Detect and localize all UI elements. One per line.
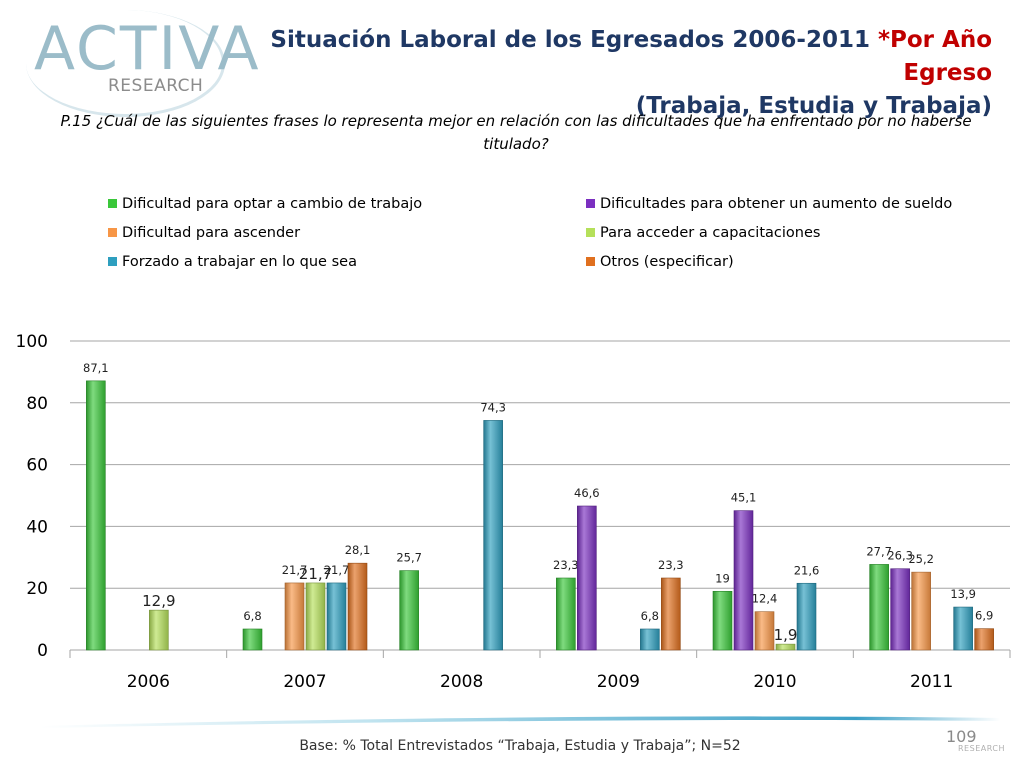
bar-2007-series-3	[305, 582, 326, 651]
bar-2009-series-4	[640, 628, 660, 651]
data-label: 27,7	[866, 544, 892, 558]
x-category-label: 2010	[753, 672, 796, 692]
footer-base-text: Base: % Total Entrevistados “Trabaja, Es…	[299, 738, 741, 754]
legend-item-4: Forzado a trabajar en lo que sea	[108, 254, 357, 270]
legend-swatch	[108, 199, 117, 208]
title-line2: (Trabaja, Estudia y Trabaja)	[635, 93, 992, 119]
slide-title: Situación Laboral de los Egresados 2006-…	[232, 24, 992, 123]
logo-sub-text: RESEARCH	[108, 76, 204, 96]
legend-item-5: Otros (especificar)	[586, 254, 734, 270]
bar-2009-series-5	[661, 577, 681, 651]
data-label: 46,6	[574, 486, 600, 500]
legend-item-0: Dificultad para optar a cambio de trabaj…	[108, 196, 422, 212]
y-tick-label: 0	[37, 641, 48, 661]
data-label: 6,9	[975, 609, 993, 623]
bar-2009-series-1	[577, 505, 597, 651]
bar-2011-series-2	[911, 571, 931, 651]
bar-2007-series-5	[347, 562, 368, 651]
title-accent: *Por Año Egreso	[877, 27, 992, 86]
data-label: 12,9	[142, 592, 175, 610]
x-category-label: 2009	[597, 672, 640, 692]
x-category-label: 2008	[440, 672, 483, 692]
x-category-label: 2007	[283, 672, 326, 692]
y-tick-label: 60	[26, 456, 48, 476]
data-label: 21,7	[282, 563, 308, 577]
bar-2011-series-1	[890, 568, 910, 651]
footer-swoosh	[40, 716, 1000, 728]
data-label: 12,4	[752, 592, 778, 606]
legend-item-2: Dificultad para ascender	[108, 225, 300, 241]
y-tick-label: 20	[26, 579, 48, 599]
bar-2011-series-0	[869, 564, 889, 651]
legend-label: Dificultades para obtener un aumento de …	[600, 196, 953, 212]
bar-2010-series-4	[796, 582, 817, 651]
data-label: 6,8	[641, 609, 659, 623]
data-label: 74,3	[480, 400, 506, 414]
data-label: 19	[715, 571, 730, 585]
y-tick-label: 80	[26, 394, 48, 414]
legend-label: Forzado a trabajar en lo que sea	[122, 254, 357, 270]
legend-swatch	[586, 199, 595, 208]
chart-legend: Dificultad para optar a cambio de trabaj…	[108, 196, 1008, 280]
data-label: 21,7	[324, 563, 350, 577]
x-category-label: 2011	[910, 672, 953, 692]
legend-item-3: Para acceder a capacitaciones	[586, 225, 820, 241]
footer-logo-text: RESEARCH	[958, 744, 1005, 753]
bar-2010-series-3	[775, 643, 796, 651]
y-tick-label: 100	[16, 332, 48, 352]
bar-2007-series-2	[284, 582, 305, 651]
data-label: 87,1	[83, 361, 109, 375]
bar-2010-series-2	[754, 611, 775, 651]
data-label: 25,2	[908, 552, 934, 566]
page-number: 109	[946, 727, 977, 746]
bar-2008-series-0	[399, 570, 419, 651]
logo-brand-text: ACTIVA	[34, 14, 261, 84]
legend-label: Para acceder a capacitaciones	[600, 225, 821, 241]
legend-swatch	[108, 228, 117, 237]
legend-swatch	[108, 257, 117, 266]
data-label: 21,6	[794, 563, 820, 577]
data-label: 13,9	[950, 587, 976, 601]
bar-2009-series-0	[556, 577, 576, 651]
bar-2010-series-1	[733, 510, 754, 651]
y-tick-label: 40	[26, 517, 48, 537]
bar-2007-series-0	[242, 628, 263, 651]
data-label: 45,1	[731, 491, 757, 505]
data-label: 25,7	[396, 551, 422, 565]
data-label: 23,3	[658, 558, 684, 572]
bar-2007-series-4	[326, 582, 347, 651]
x-category-label: 2006	[127, 672, 170, 692]
legend-swatch	[586, 257, 595, 266]
data-label: 26,3	[887, 549, 913, 563]
bar-2008-series-4	[483, 420, 503, 651]
legend-label: Otros (especificar)	[600, 254, 734, 270]
legend-swatch	[586, 228, 595, 237]
data-label: 28,1	[345, 543, 371, 557]
legend-label: Dificultad para ascender	[122, 225, 301, 241]
data-label: 21,7	[299, 565, 332, 583]
activa-research-logo: ACTIVA RESEARCH	[26, 10, 258, 118]
survey-question: P.15 ¿Cuál de las siguientes frases lo r…	[60, 112, 972, 153]
data-label: 6,8	[243, 609, 261, 623]
bar-2006-series-3	[149, 609, 169, 651]
legend-item-1: Dificultades para obtener un aumento de …	[586, 196, 952, 212]
legend-label: Dificultad para optar a cambio de trabaj…	[122, 196, 423, 212]
bar-2006-series-0	[86, 380, 106, 651]
bar-2010-series-0	[712, 590, 733, 651]
bar-2011-series-5	[974, 628, 994, 651]
data-label: 1,9	[774, 626, 798, 644]
bar-2011-series-4	[953, 606, 973, 651]
data-label: 23,3	[553, 558, 579, 572]
logo-arc	[26, 10, 225, 117]
title-main: Situación Laboral de los Egresados 2006-…	[270, 27, 870, 53]
